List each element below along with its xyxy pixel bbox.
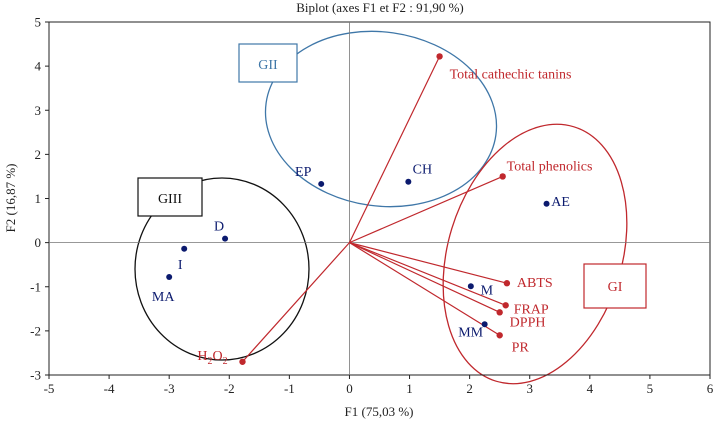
vector-line	[348, 56, 441, 243]
x-tick-label: -1	[284, 381, 295, 396]
chart-title: Biplot (axes F1 et F2 : 91,90 %)	[296, 0, 464, 15]
gii-label: GII	[258, 58, 278, 73]
axes-frame: -5 -4 -3 -2 -1 0 1 2 3 4 5 6 -3 -2 -1 0 1 2 3 4 5	[30, 15, 714, 397]
variable-point	[496, 309, 503, 316]
y-tick-label: 5	[35, 15, 42, 30]
variable-vectors: Total cathechic tanins Total phenolics ABT…	[197, 53, 592, 367]
observation-point	[166, 274, 173, 281]
y-tick-label: 1	[35, 191, 42, 206]
observation-label: MM	[458, 325, 483, 340]
observation-point	[222, 235, 229, 242]
observation-point	[467, 283, 474, 290]
observation-label: D	[214, 220, 224, 235]
observation-label: AE	[551, 195, 570, 210]
observation-point	[181, 245, 188, 252]
variable-label: H2O2	[197, 349, 227, 367]
vector-line	[349, 242, 506, 306]
observation-label: EP	[295, 165, 312, 180]
x-tick-label: -4	[104, 381, 115, 396]
x-axis-label: F1 (75,03 %)	[345, 404, 414, 419]
vector-line	[349, 242, 508, 284]
variable-label: FRAP	[514, 302, 549, 317]
y-tick-label: 4	[35, 59, 42, 74]
gi-label: GI	[608, 280, 623, 295]
observation-label: I	[178, 258, 183, 273]
vector-line	[242, 242, 350, 363]
observation-label: CH	[413, 163, 432, 178]
gii-label-box	[238, 43, 298, 83]
observation-point	[405, 178, 412, 185]
observation-label: M	[481, 283, 494, 298]
y-tick-label: -1	[30, 279, 41, 294]
y-tick-label: 0	[35, 235, 42, 250]
y-tick-label: 2	[35, 147, 42, 162]
vector-line	[349, 242, 500, 313]
x-tick-label: -2	[224, 381, 235, 396]
x-tick-label: 2	[466, 381, 473, 396]
variable-point	[503, 280, 511, 287]
vector-line	[349, 242, 500, 336]
observation-point	[481, 321, 488, 328]
observation-label: MA	[152, 290, 175, 305]
ellipse-giii	[134, 177, 310, 361]
ellipse-gi	[442, 123, 628, 385]
variable-label: DPPH	[510, 315, 546, 330]
variable-point	[496, 332, 503, 339]
variable-label: Total phenolics	[507, 159, 593, 174]
variable-point	[499, 173, 506, 180]
y-tick-label: 3	[35, 103, 42, 118]
x-tick-label: -3	[164, 381, 175, 396]
group-labels: GII GIII GI	[137, 43, 647, 309]
y-axis-label: F2 (16,87 %)	[3, 164, 18, 233]
variable-point	[239, 358, 246, 365]
vector-line	[349, 175, 503, 244]
y-tick-label: -2	[30, 323, 41, 338]
gi-label-box	[583, 263, 647, 309]
x-tick-label: 1	[406, 381, 413, 396]
ellipse-gii	[264, 30, 498, 208]
giii-label-box	[137, 177, 203, 217]
variable-point	[436, 53, 443, 60]
x-tick-label: 4	[587, 381, 594, 396]
variable-label: PR	[512, 340, 530, 355]
x-tick-label: -5	[44, 381, 55, 396]
x-tick-label: 3	[526, 381, 533, 396]
y-tick-label: -3	[30, 368, 41, 383]
observation-point	[318, 180, 325, 187]
x-tick-label: 0	[346, 381, 353, 396]
variable-label: ABTS	[517, 276, 553, 291]
variable-point	[502, 302, 509, 309]
giii-label: GIII	[158, 192, 182, 207]
observation-point	[543, 200, 550, 207]
variable-label: Total cathechic tanins	[450, 67, 572, 82]
x-tick-label: 5	[647, 381, 654, 396]
x-tick-label: 6	[707, 381, 714, 396]
